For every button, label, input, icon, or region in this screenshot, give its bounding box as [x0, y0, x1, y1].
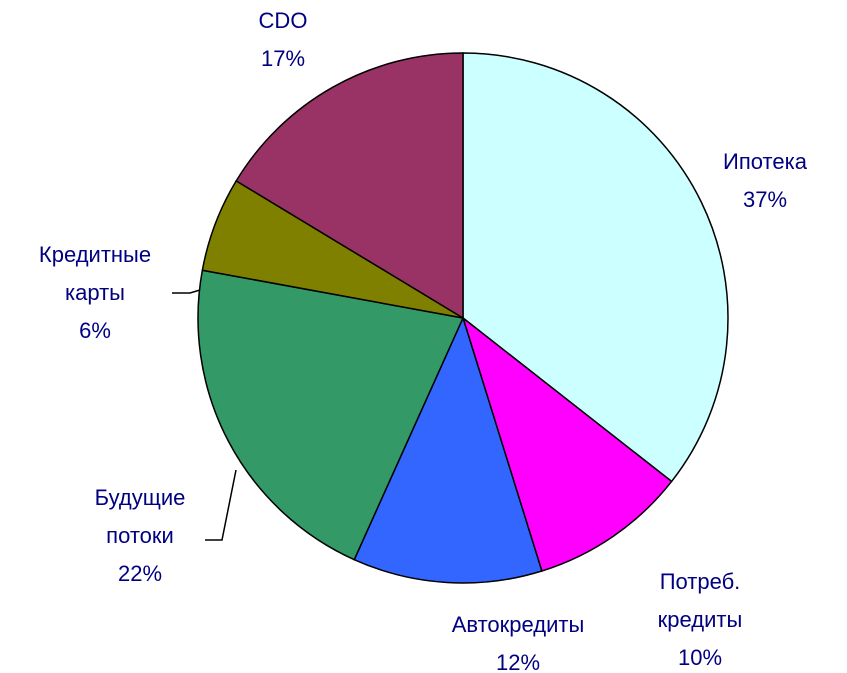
slice-label: Ипотека 37% — [690, 143, 840, 219]
pie-slice — [462, 52, 729, 483]
category-label: Ипотека — [723, 149, 807, 174]
pie-slice — [197, 269, 465, 561]
category-label: Потреб. кредиты — [657, 569, 743, 632]
slice-label: Кредитные карты 6% — [10, 236, 180, 350]
value-label: 10% — [677, 645, 723, 670]
leader-line — [205, 469, 237, 541]
value-label: 17% — [260, 46, 306, 71]
pie-slice — [353, 315, 543, 584]
category-label: CDO — [258, 8, 308, 33]
category-label: Кредитные карты — [38, 242, 152, 305]
category-label: Будущие потоки — [94, 485, 186, 548]
value-label: 37% — [742, 187, 788, 212]
slice-label: Потреб. кредиты 10% — [625, 563, 775, 673]
pie-slice — [235, 52, 464, 320]
pie-slice — [461, 315, 673, 572]
slice-label: Будущие потоки 22% — [65, 479, 215, 593]
category-label: Автокредиты — [451, 612, 585, 637]
leader-line — [172, 289, 201, 294]
value-label: 12% — [495, 650, 541, 673]
slice-label: CDO 17% — [208, 2, 358, 78]
value-label: 6% — [79, 318, 111, 343]
slice-label: Автокредиты 12% — [418, 606, 618, 673]
value-label: 22% — [117, 561, 163, 586]
